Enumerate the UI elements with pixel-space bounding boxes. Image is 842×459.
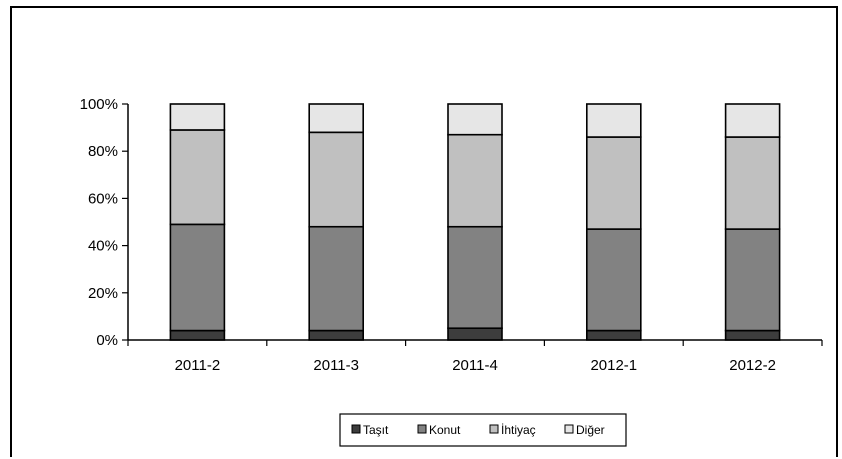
bar-segment-i̇htiyaç	[169, 129, 226, 226]
y-tick-label: 40%	[88, 238, 118, 255]
bar-segment-i̇htiyaç	[585, 136, 642, 230]
bar-segment-taşıt	[169, 329, 226, 341]
chart-frame	[10, 6, 838, 457]
bar-segment-diğer	[585, 103, 642, 138]
x-tick-label: 2011-4	[452, 357, 498, 374]
bar-segment-konut	[169, 223, 226, 332]
bar-segment-konut	[308, 225, 365, 332]
bar-segment-taşıt	[308, 329, 365, 341]
bar-segment-taşıt	[724, 329, 781, 341]
bar-segment-diğer	[724, 103, 781, 138]
bar-segment-i̇htiyaç	[308, 131, 365, 228]
bars	[169, 103, 781, 341]
bar-segment-i̇htiyaç	[724, 136, 781, 230]
bar-segment-konut	[447, 225, 503, 330]
legend: Taşıt Konut İhtiyaç Diğer	[339, 413, 627, 447]
x-axis: 2011-2 2011-3 2011-4 2012-1 2012-2	[127, 339, 823, 374]
legend-swatch	[489, 424, 499, 434]
bar-segment-taşıt	[447, 327, 503, 341]
bar-segment-diğer	[169, 103, 226, 131]
bar-segment-konut	[724, 228, 781, 332]
x-tick-label: 2011-2	[175, 357, 221, 374]
y-tick-label: 80%	[88, 143, 118, 160]
legend-label: Diğer	[576, 423, 605, 437]
bar-segment-taşıt	[585, 329, 642, 341]
y-tick-label: 60%	[88, 190, 118, 207]
legend-label: Konut	[429, 423, 461, 437]
y-tick-label: 20%	[88, 285, 118, 302]
legend-swatch	[564, 424, 574, 434]
y-tick-label: 0%	[96, 332, 118, 349]
bar-segment-i̇htiyaç	[447, 133, 503, 228]
x-tick-label: 2012-1	[590, 357, 637, 374]
legend-label: Taşıt	[363, 423, 389, 437]
y-tick-label: 100%	[80, 96, 118, 113]
bar-segment-konut	[585, 228, 642, 332]
legend-swatch	[417, 424, 427, 434]
legend-swatch	[351, 424, 361, 434]
legend-box	[339, 413, 627, 447]
x-tick-label: 2012-2	[729, 357, 776, 374]
bar-segment-diğer	[447, 103, 503, 136]
bar-segment-diğer	[308, 103, 365, 134]
y-axis: 0% 20% 40% 60% 80% 100%	[80, 96, 129, 349]
x-tick-label: 2011-3	[313, 357, 359, 374]
legend-label: İhtiyaç	[501, 423, 536, 437]
